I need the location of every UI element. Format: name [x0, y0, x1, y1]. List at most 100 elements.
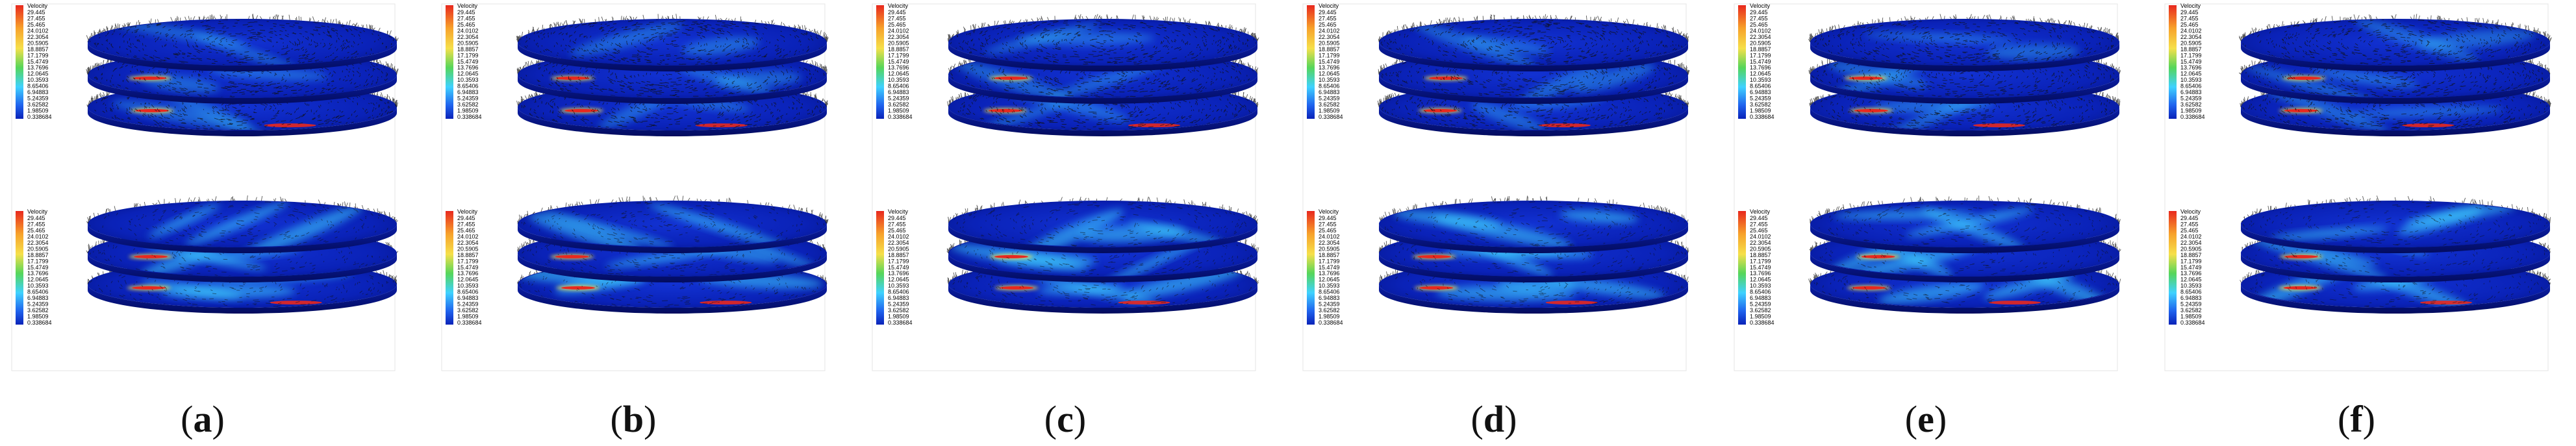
colorbar-tick-label: 22.3054: [1319, 240, 1340, 246]
colorbar-tick-label: 3.62582: [2180, 101, 2202, 108]
colorbar-tick-label: 15.4749: [2180, 264, 2202, 271]
colorbar-tick-label: 6.94883: [2180, 295, 2202, 301]
colorbar-tick-label: 13.7696: [1319, 270, 1340, 277]
velocity-disk-layer: [86, 195, 398, 253]
colorbar-tick-label: 0.338684: [888, 114, 913, 120]
velocity-disk-layer: [1808, 14, 2119, 71]
colorbar-gradient: [876, 5, 884, 119]
colorbar-tick-label: 22.3054: [1750, 240, 1771, 246]
colorbar-tick-label: 6.94883: [888, 295, 909, 301]
colorbar-tick-label: 5.24359: [1319, 301, 1340, 308]
colorbar-tick-label: 13.7696: [2180, 64, 2202, 71]
colorbar-tick-label: 24.0102: [27, 27, 49, 34]
colorbar-tick-label: 20.5905: [2180, 245, 2202, 252]
colorbar-gradient: [446, 5, 453, 119]
colorbar-tick-label: 13.7696: [888, 64, 909, 71]
colorbar-tick-label: 10.3593: [1319, 77, 1340, 83]
velocity-jet: [147, 203, 221, 238]
colorbar-tick-label: 13.7696: [1750, 64, 1771, 71]
colorbar-gradient: [876, 211, 884, 325]
colorbar-tick-label: 25.465: [457, 227, 475, 234]
panel-label-letter: e: [1917, 398, 1934, 440]
colorbar-tick-label: 29.445: [1750, 215, 1768, 221]
velocity-hotspot-core: [1429, 76, 1463, 80]
velocity-contour-upper: Velocity29.44527.45525.46524.010222.3054…: [446, 3, 829, 136]
colorbar-tick-label: 10.3593: [1750, 282, 1771, 289]
colorbar-gradient: [1738, 5, 1746, 119]
colorbar-tick-label: 10.3593: [1750, 77, 1771, 83]
colorbar-tick-label: 22.3054: [1319, 34, 1340, 40]
disk-rim: [1379, 284, 1688, 314]
disk-rim: [88, 224, 397, 253]
colorbar-tick-label: 20.5905: [1750, 245, 1771, 252]
colorbar-tick-label: 18.8857: [2180, 252, 2202, 258]
disk-rim: [2241, 75, 2550, 104]
colorbar-tick-label: 3.62582: [457, 307, 479, 314]
colorbar-title: Velocity: [457, 208, 478, 215]
colorbar: Velocity29.44527.45525.46524.010222.3054…: [2169, 208, 2205, 326]
colorbar-gradient: [1738, 211, 1746, 325]
colorbar-tick-label: 13.7696: [27, 64, 49, 71]
colorbar-tick-label: 27.455: [1319, 221, 1337, 227]
colorbar-gradient: [2169, 211, 2177, 325]
colorbar-tick-label: 22.3054: [2180, 34, 2202, 40]
colorbar-title: Velocity: [1750, 208, 1771, 215]
velocity-jet: [103, 19, 248, 46]
velocity-jet: [1826, 60, 1928, 88]
velocity-vectors: [2242, 201, 2547, 247]
colorbar-tick-label: 13.7696: [1750, 270, 1771, 277]
colorbar-tick-label: 3.62582: [888, 101, 909, 108]
colorbar-tick-label: 29.445: [457, 215, 475, 221]
colorbar-tick-label: 5.24359: [1750, 95, 1771, 102]
colorbar-tick-label: 1.98509: [457, 314, 479, 320]
colorbar-tick-label: 24.0102: [457, 27, 479, 34]
colorbar: Velocity29.44527.45525.46524.010222.3054…: [1307, 208, 1343, 326]
colorbar-tick-label: 18.8857: [1750, 252, 1771, 258]
colorbar-tick-label: 15.4749: [27, 264, 49, 271]
colorbar-tick-label: 12.0645: [457, 277, 479, 283]
colorbar-tick-label: 12.0645: [457, 71, 479, 77]
velocity-contour-upper: Velocity29.44527.45525.46524.010222.3054…: [1738, 3, 2121, 136]
colorbar-tick-label: 8.65406: [888, 289, 909, 295]
colorbar-tick-label: 12.0645: [27, 71, 49, 77]
velocity-vectors-edge: [1810, 195, 2121, 225]
disk-surface: [518, 19, 827, 66]
colorbar-tick-label: 20.5905: [2180, 40, 2202, 46]
colorbar-tick-label: 24.0102: [888, 233, 909, 240]
colorbar-tick-label: 13.7696: [457, 64, 479, 71]
colorbar-tick-label: 25.465: [888, 21, 906, 28]
colorbar-tick-label: 3.62582: [27, 307, 49, 314]
colorbar-tick-label: 25.465: [457, 21, 475, 28]
disk-rim: [2241, 224, 2550, 253]
velocity-disk-layer: [1379, 195, 1689, 253]
colorbar-tick-label: 27.455: [888, 15, 906, 21]
colorbar-tick-label: 27.455: [457, 15, 475, 21]
colorbar-tick-label: 22.3054: [27, 240, 49, 246]
colorbar-tick-label: 20.5905: [457, 245, 479, 252]
velocity-hotspot-core: [2287, 76, 2321, 80]
colorbar-tick-label: 22.3054: [2180, 240, 2202, 246]
panel-f: Velocity29.44527.45525.46524.010222.3054…: [2164, 3, 2552, 371]
velocity-jet: [1128, 221, 1226, 246]
disk-rim: [518, 42, 827, 71]
colorbar-tick-label: 29.445: [457, 9, 475, 16]
colorbar-tick-label: 12.0645: [1750, 277, 1771, 283]
colorbar-tick-label: 8.65406: [1750, 289, 1771, 295]
colorbar-tick-label: 24.0102: [1750, 233, 1771, 240]
velocity-jet: [1471, 101, 1546, 130]
colorbar-tick-label: 6.94883: [1319, 89, 1340, 95]
colorbar-tick-label: 22.3054: [1750, 34, 1771, 40]
disk-rim: [88, 75, 397, 104]
colorbar-tick-label: 3.62582: [1319, 101, 1340, 108]
colorbar-tick-label: 15.4749: [1319, 58, 1340, 65]
colorbar-tick-label: 29.445: [1319, 215, 1337, 221]
colorbar-tick-label: 6.94883: [1319, 295, 1340, 301]
colorbar-tick-label: 24.0102: [1319, 233, 1340, 240]
colorbar-tick-label: 12.0645: [1319, 277, 1340, 283]
colorbar-tick-label: 24.0102: [888, 27, 909, 34]
colorbar-tick-label: 27.455: [1319, 15, 1337, 21]
colorbar-tick-label: 25.465: [888, 227, 906, 234]
colorbar-tick-label: 20.5905: [457, 40, 479, 46]
colorbar-tick-label: 17.1799: [1319, 52, 1340, 58]
velocity-hotspot-rim: [1538, 123, 1591, 128]
